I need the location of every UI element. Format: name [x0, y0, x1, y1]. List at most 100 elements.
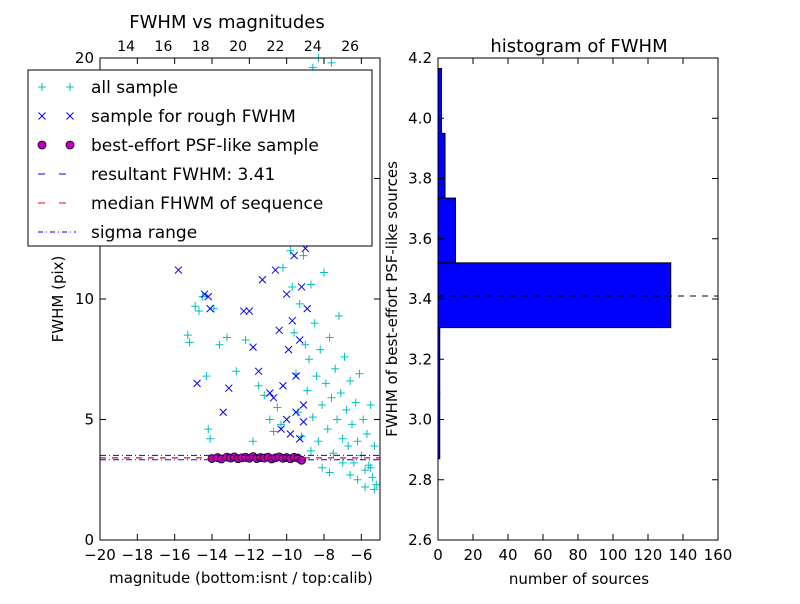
all-sample-point [351, 398, 360, 407]
histogram-y-axis-label: FWHM of best-effort PSF-like sources [383, 161, 401, 437]
all-sample-point [295, 299, 304, 308]
all-sample-point [368, 473, 377, 482]
all-sample-point [183, 331, 192, 340]
histogram-bars [437, 68, 672, 460]
rough-fwhm-point [269, 393, 278, 402]
x-tick-label: −18 [122, 546, 154, 564]
all-sample-point [290, 328, 299, 337]
all-sample-point [336, 388, 345, 397]
rough-fwhm-point [292, 408, 300, 417]
all-sample-point [286, 246, 295, 255]
rough-fwhm-point [206, 304, 214, 313]
histogram-bar [437, 132, 446, 199]
all-sample-point [370, 442, 379, 451]
all-sample-point [372, 480, 381, 489]
scatter-panel: −20 −18 −16 −14 −12 −10 −8 −6 14 16 18 20 22 24 26 0 5… [27, 12, 381, 587]
legend-entry: median FHWM of sequence [38, 194, 323, 214]
all-sample-point [321, 379, 330, 388]
rough-fwhm-point [282, 290, 291, 299]
rough-fwhm-point [239, 307, 248, 315]
x-tick-label: −14 [196, 546, 228, 564]
all-sample-point [202, 372, 211, 381]
all-sample-point [325, 333, 334, 342]
all-sample-point [334, 311, 343, 320]
x-tick-label: 80 [568, 546, 587, 564]
histogram-bar [437, 68, 442, 134]
all-sample-point [318, 401, 327, 410]
rough-fwhm-point [277, 425, 285, 433]
all-sample-point [355, 369, 364, 378]
rough-fwhm-point [286, 430, 295, 438]
scatter-x-axis-label: magnitude (bottom:isnt / top:calib) [109, 569, 373, 587]
y-tick-label: 4.2 [408, 49, 432, 67]
all-sample-point [288, 282, 297, 291]
y-tick-label: 20 [75, 49, 94, 67]
all-sample-point [323, 425, 332, 434]
all-sample-point [366, 401, 375, 410]
rough-fwhm-point [284, 345, 293, 354]
all-sample-point [325, 468, 334, 477]
rough-fwhm-point [204, 292, 213, 301]
x-tick-label: −12 [234, 546, 266, 564]
rough-fwhm-point [219, 408, 228, 417]
all-sample-point [215, 340, 224, 349]
top-x-tick-label: 20 [229, 39, 247, 55]
all-sample-point [306, 280, 315, 289]
histogram-panel: 0 20 40 60 80 100 120 140 160 2.6 2.8 3.0 3.2 3.4 3.6… [383, 36, 732, 588]
histogram-title: histogram of FWHM [490, 36, 667, 57]
scatter-title: FWHM vs magnitudes [129, 12, 324, 33]
x-tick-label: −8 [313, 546, 335, 564]
scatter-top-x-ticks: 14 16 18 20 22 24 26 [117, 39, 359, 55]
legend-entry: resultant FWHM: 3.41 [38, 165, 275, 185]
rough-fwhm-point [297, 283, 306, 291]
all-sample-point [310, 319, 319, 328]
legend-marker-circle [65, 140, 75, 150]
legend-entry: sample for rough FWHM [38, 107, 296, 127]
all-sample-point [241, 335, 250, 344]
rough-fwhm-point [292, 372, 300, 380]
y-tick-label: 3.4 [408, 290, 432, 308]
legend-marker-plus [66, 83, 74, 91]
legend-label: sigma range [91, 223, 197, 243]
all-sample-point [318, 463, 327, 472]
legend-marker-circle [37, 140, 47, 150]
top-x-tick-label: 18 [192, 39, 210, 55]
x-tick-label: −20 [84, 546, 116, 564]
all-sample-point [293, 408, 302, 417]
legend-entry: sigma range [38, 223, 197, 243]
all-sample-point [209, 304, 218, 313]
y-tick-label: 3.2 [408, 350, 432, 368]
rough-fwhm-point [266, 389, 274, 397]
all-sample-point [327, 58, 336, 67]
all-sample-point [278, 263, 287, 272]
y-tick-label: 0 [84, 531, 94, 549]
all-sample-point [277, 420, 286, 429]
y-tick-label: 2.8 [408, 471, 432, 489]
legend-marker-x [38, 112, 46, 120]
legend-label: best-effort PSF-like sample [91, 136, 319, 156]
all-sample-point [265, 415, 274, 424]
y-tick-label: 3.8 [408, 170, 432, 188]
rough-fwhm-point [174, 266, 183, 274]
all-sample-point [370, 485, 379, 494]
all-sample-point [344, 442, 353, 451]
all-sample-point [206, 434, 215, 443]
all-sample-point [269, 427, 278, 436]
histogram-y-ticks: 2.6 2.8 3.0 3.2 3.4 3.6 3.8 4.0 4.2 [408, 49, 718, 549]
legend-marker-x [66, 112, 74, 120]
x-tick-label: 40 [498, 546, 517, 564]
legend-label: resultant FWHM: 3.41 [91, 165, 275, 185]
all-sample-point [366, 463, 375, 472]
all-sample-point [222, 333, 231, 342]
x-tick-label: 160 [704, 546, 733, 564]
all-sample-point [249, 437, 258, 446]
x-tick-label: 140 [669, 546, 698, 564]
rough-fwhm-point [271, 266, 280, 274]
all-sample-point [301, 340, 310, 349]
legend-entry: best-effort PSF-like sample [37, 136, 319, 156]
rough-fwhm-point [279, 381, 287, 390]
all-sample-point [191, 302, 200, 311]
rough-fwhm-point [282, 415, 291, 424]
rough-fwhm-point [224, 384, 233, 393]
rough-fwhm-point [258, 275, 267, 284]
